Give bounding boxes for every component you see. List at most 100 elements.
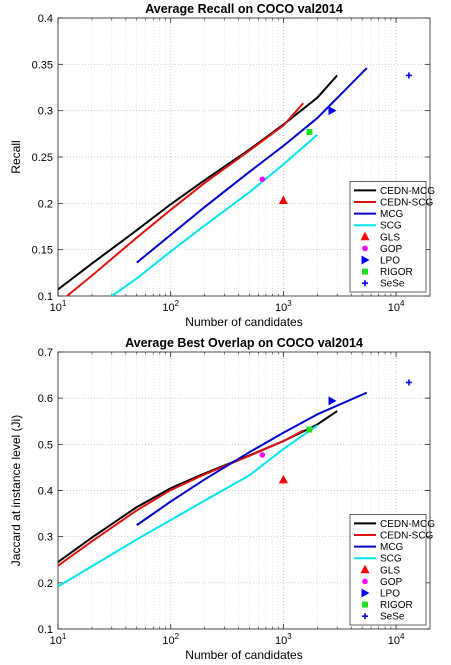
series-line-cedn-scg [58,429,304,567]
legend-label: MCG [380,209,404,220]
y-tick-label: 0.5 [38,439,53,451]
series-line-scg [58,424,318,588]
series-line-scg [111,134,318,296]
legend-label: GLS [380,232,400,243]
y-tick-label: 0.3 [38,106,53,118]
x-tick-label-exponent: 1 [62,299,67,308]
legend-label: LPO [380,589,400,600]
legend-item-gop: GOP [362,244,403,255]
x-tick-label-exponent: 1 [62,632,67,641]
chart-1: 101 102 103 1040.10.150.20.250.30.350.4Aver… [9,2,435,329]
x-tick-label-exponent: 3 [287,632,292,641]
chart-title: Average Recall on COCO val2014 [145,2,343,16]
legend-label: SeSe [380,612,405,623]
legend-item-gls: GLS [360,231,400,243]
series-line-mcg [136,67,368,264]
legend-label: LPO [380,256,400,267]
x-tick-label: 102 [162,299,179,314]
x-tick-label-exponent: 4 [400,632,405,641]
marker-gop [259,176,266,183]
legend-label: SCG [380,554,402,565]
legend-item-sese: SeSe [362,279,405,290]
x-tick-label: 104 [388,632,405,647]
chart-2: 101 102 103 1040.10.20.30.40.50.60.7Average… [9,336,435,662]
x-tick-label: 103 [275,632,292,647]
y-tick-label: 0.1 [38,624,53,636]
legend-swatch-marker [362,578,368,585]
legend-label: CEDN-SCG [380,198,434,209]
x-tick-label-exponent: 2 [175,299,180,308]
y-tick-label: 0.15 [32,245,53,257]
x-tick-label-base: 10 [388,635,400,647]
legend-label: GOP [380,244,403,255]
x-tick-label-base: 10 [162,635,174,647]
y-tick-label: 0.35 [32,59,53,71]
y-tick-label: 0.4 [38,13,53,25]
tick-marks [57,351,430,630]
x-axis-label: Number of candidates [185,648,302,662]
x-tick-label-base: 10 [162,302,174,314]
y-tick-label: 0.3 [38,532,53,544]
x-tick-label-base: 10 [50,302,62,314]
legend-label: RIGOR [380,600,413,611]
legend-label: RIGOR [380,267,413,278]
data-series [58,67,412,296]
x-tick-label-exponent: 3 [287,299,292,308]
legend-item-rigor: RIGOR [362,600,413,611]
x-tick-label: 102 [162,632,179,647]
x-tick-label-exponent: 2 [175,632,180,641]
legend-swatch-marker [362,245,368,252]
legend-swatch-marker [362,613,368,620]
y-tick-label: 0.4 [38,486,53,498]
legend-item-cedn-scg: CEDN-SCG [354,531,434,542]
marker-rigor [306,128,313,135]
legend-item-rigor: RIGOR [362,267,413,278]
series-line-cedn-scg [66,102,304,296]
x-tick-label-base: 10 [275,635,287,647]
legend-item-mcg: MCG [354,209,404,220]
legend-swatch-marker [362,601,368,608]
marker-sese [405,72,412,79]
legend-item-cedn-mcg: CEDN-MCG [354,519,435,530]
legend-label: GLS [380,565,400,576]
y-axis-label: Jaccard at instance level (Ji) [9,415,23,566]
x-tick-label-base: 10 [50,635,62,647]
x-axis-label: Number of candidates [185,315,302,329]
legend-label: CEDN-MCG [380,186,435,197]
marker-gop [259,452,266,458]
x-tick-label: 101 [50,632,67,647]
legend-label: MCG [380,542,404,553]
legend-swatch-marker [361,588,370,598]
series-line-cedn-mcg [58,74,338,291]
legend-label: CEDN-MCG [380,519,435,530]
x-tick-label: 101 [50,299,67,314]
y-tick-label: 0.6 [38,393,53,405]
legend-swatch-marker [360,564,370,574]
legend-item-scg: SCG [354,221,402,232]
y-tick-label: 0.2 [38,198,53,210]
marker-rigor [306,426,313,433]
marker-gls [278,474,288,484]
legend-item-lpo: LPO [361,255,400,267]
marker-lpo [328,396,337,406]
x-tick-label-base: 10 [275,302,287,314]
legend-label: SCG [380,221,402,232]
data-series [58,379,412,588]
chart-title: Average Best Overlap on COCO val2014 [125,336,363,350]
legend-item-cedn-mcg: CEDN-MCG [354,186,435,197]
x-tick-label: 103 [275,299,292,314]
x-tick-label: 104 [388,299,405,314]
legend-item-lpo: LPO [361,588,400,600]
legend-item-gls: GLS [360,564,400,576]
legend-label: SeSe [380,279,405,290]
legend-item-sese: SeSe [362,612,405,623]
legend-item-mcg: MCG [354,542,404,553]
y-tick-label: 0.25 [32,152,53,164]
legend-label: GOP [380,577,403,588]
marker-sese [405,379,412,386]
marker-lpo [328,106,337,116]
legend-item-scg: SCG [354,554,402,565]
